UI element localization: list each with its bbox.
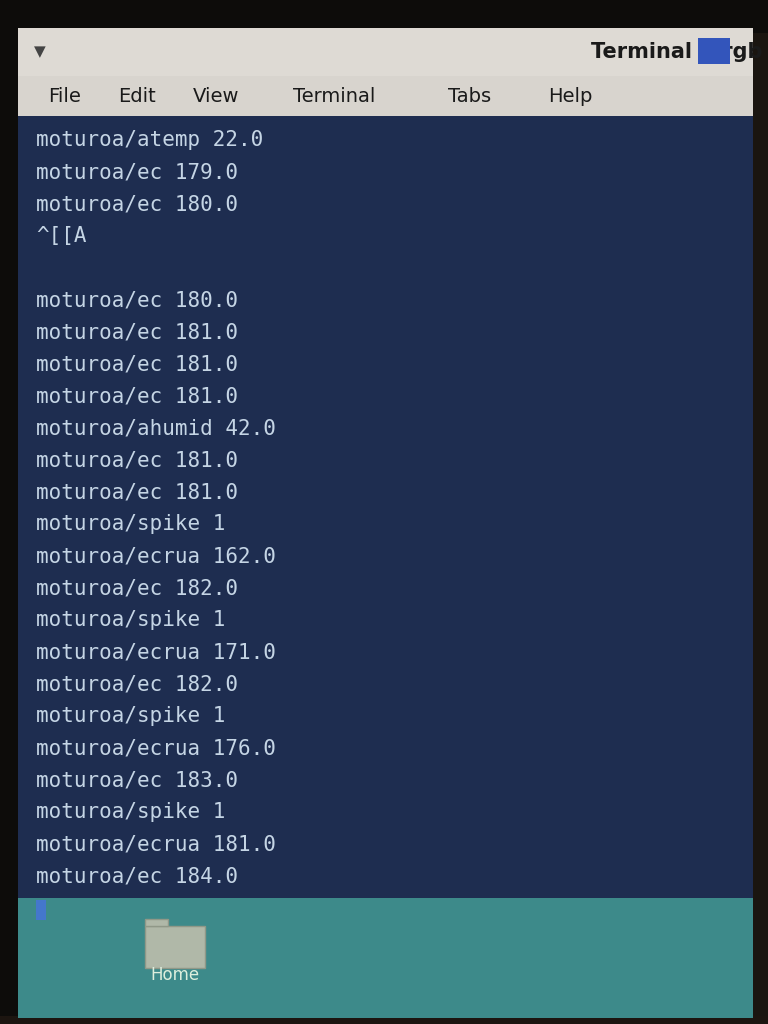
- Text: Edit: Edit: [118, 86, 156, 105]
- Text: File: File: [48, 86, 81, 105]
- Text: moturoa/ec 183.0: moturoa/ec 183.0: [36, 770, 238, 790]
- Bar: [18, 898, 753, 1018]
- Text: moturoa/ecrua 181.0: moturoa/ecrua 181.0: [36, 834, 276, 854]
- Text: moturoa/spike 1: moturoa/spike 1: [36, 610, 225, 630]
- Text: moturoa/ec 181.0: moturoa/ec 181.0: [36, 386, 238, 406]
- Text: Terminal - irgb: Terminal - irgb: [591, 42, 763, 62]
- Text: Tabs: Tabs: [448, 86, 491, 105]
- Text: moturoa/ecrua 162.0: moturoa/ecrua 162.0: [36, 546, 276, 566]
- Text: moturoa/ec 184.0: moturoa/ec 184.0: [36, 866, 238, 886]
- Text: moturoa/ec 181.0: moturoa/ec 181.0: [36, 354, 238, 374]
- Text: moturoa/ecrua 176.0: moturoa/ecrua 176.0: [36, 738, 276, 758]
- Bar: [748, 0, 768, 1024]
- Text: moturoa/atemp 22.0: moturoa/atemp 22.0: [36, 130, 263, 150]
- Text: moturoa/ec 179.0: moturoa/ec 179.0: [36, 162, 238, 182]
- Text: View: View: [193, 86, 240, 105]
- Text: Terminal: Terminal: [293, 86, 376, 105]
- Bar: [18, 28, 753, 76]
- Text: moturoa/ec 182.0: moturoa/ec 182.0: [36, 578, 238, 598]
- Bar: [36, 900, 46, 920]
- Text: moturoa/ec 181.0: moturoa/ec 181.0: [36, 482, 238, 502]
- Bar: [0, 0, 23, 1024]
- Text: Home: Home: [151, 966, 200, 984]
- Bar: [0, 0, 768, 33]
- Bar: [18, 116, 753, 898]
- Bar: [18, 76, 753, 116]
- Text: moturoa/ec 182.0: moturoa/ec 182.0: [36, 674, 238, 694]
- Text: moturoa/ecrua 171.0: moturoa/ecrua 171.0: [36, 642, 276, 662]
- Bar: [698, 38, 730, 63]
- Text: moturoa/ahumid 42.0: moturoa/ahumid 42.0: [36, 418, 276, 438]
- Text: ^[[A: ^[[A: [36, 226, 87, 246]
- Text: ▼: ▼: [34, 44, 46, 59]
- Text: moturoa/ec 180.0: moturoa/ec 180.0: [36, 194, 238, 214]
- Polygon shape: [145, 926, 205, 968]
- Text: Help: Help: [548, 86, 592, 105]
- Text: moturoa/ec 181.0: moturoa/ec 181.0: [36, 322, 238, 342]
- Text: moturoa/ec 180.0: moturoa/ec 180.0: [36, 290, 238, 310]
- Text: moturoa/spike 1: moturoa/spike 1: [36, 514, 225, 534]
- Polygon shape: [145, 919, 168, 926]
- Text: moturoa/ec 181.0: moturoa/ec 181.0: [36, 450, 238, 470]
- Text: moturoa/spike 1: moturoa/spike 1: [36, 706, 225, 726]
- Bar: [0, 1016, 768, 1024]
- Text: moturoa/spike 1: moturoa/spike 1: [36, 802, 225, 822]
